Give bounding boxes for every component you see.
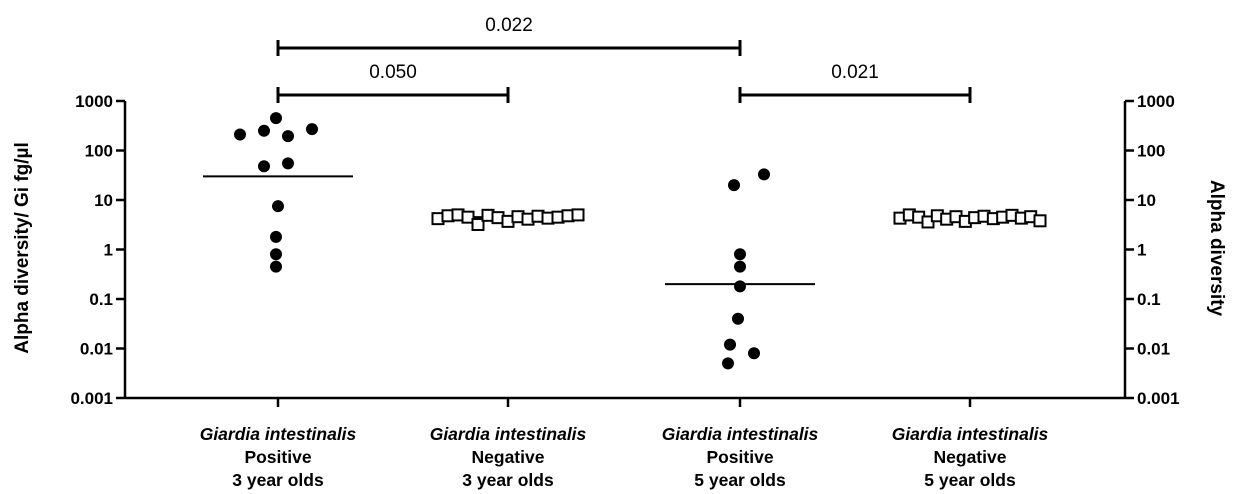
left-y-tick-label: 100 xyxy=(85,142,113,161)
category-label-line1: Giardia intestinalis xyxy=(892,424,1049,444)
right-y-tick-label: 0.001 xyxy=(1137,389,1180,408)
data-point-filled xyxy=(270,248,282,261)
left-y-tick-label: 1000 xyxy=(75,92,113,111)
category-label-line2: Negative xyxy=(934,447,1007,467)
category-label-line2: Positive xyxy=(244,447,311,467)
data-point-open-square xyxy=(471,217,485,231)
data-point-filled xyxy=(270,230,282,243)
right-y-axis-title: Alpha diversity xyxy=(1206,180,1227,317)
category-label-line3: 5 year olds xyxy=(694,470,786,490)
data-point-filled xyxy=(282,157,294,170)
data-point-open-square xyxy=(1033,214,1047,228)
data-point-filled xyxy=(270,260,282,273)
p-value-label: 0.050 xyxy=(369,62,417,83)
data-point-filled xyxy=(732,312,744,325)
data-point-filled xyxy=(734,248,746,261)
data-point-filled xyxy=(728,179,740,192)
right-y-tick-label: 1000 xyxy=(1137,92,1175,111)
left-y-tick-label: 0.001 xyxy=(70,389,113,408)
data-point-filled xyxy=(748,347,760,360)
category-label-line1: Giardia intestinalis xyxy=(662,424,819,444)
right-y-tick-label: 0.1 xyxy=(1137,290,1161,309)
category-labels: Giardia intestinalis Positive 3 year olds G… xyxy=(200,424,1049,490)
category-label-line3: 3 year olds xyxy=(232,470,324,490)
data-point-open-square xyxy=(571,208,585,222)
data-point-filled xyxy=(272,200,284,213)
category-label-line1: Giardia intestinalis xyxy=(200,424,357,444)
data-point-filled xyxy=(734,280,746,293)
category-label-line3: 5 year olds xyxy=(924,470,1016,490)
data-point-open-square xyxy=(461,210,475,224)
left-y-tick-label: 0.1 xyxy=(89,290,113,309)
left-y-tick-label: 10 xyxy=(94,191,113,210)
p-value-label: 0.021 xyxy=(831,62,879,83)
data-point-filled xyxy=(258,160,270,173)
data-point-filled xyxy=(734,260,746,273)
category-label-line2: Positive xyxy=(706,447,773,467)
data-point-filled xyxy=(270,112,282,125)
left-y-tick-label: 1 xyxy=(104,241,113,260)
data-point-filled xyxy=(724,338,736,351)
data-point-filled xyxy=(722,357,734,370)
right-y-tick-label: 0.01 xyxy=(1137,340,1170,359)
data-point-filled xyxy=(282,130,294,143)
right-y-tick-label: 10 xyxy=(1137,191,1156,210)
p-value-label: 0.022 xyxy=(485,15,533,36)
data-point-filled xyxy=(306,123,318,136)
category-label-line2: Negative xyxy=(472,447,545,467)
left-y-axis-title: Alpha diversity/ Gi fg/µl xyxy=(12,142,33,354)
left-y-tick-label: 0.01 xyxy=(80,340,113,359)
data-point-filled xyxy=(258,124,270,137)
right-y-tick-label: 1 xyxy=(1137,241,1146,260)
data-point-filled xyxy=(234,128,246,141)
right-y-tick-label: 100 xyxy=(1137,142,1165,161)
significance-brackets: 0.022 0.050 0.021 xyxy=(276,15,972,103)
axes-group: 1000 1000 100 100 10 10 1 1 0.1 0.1 0.01 0.01 0.001 0… xyxy=(70,92,1179,408)
data-points xyxy=(203,112,1047,370)
category-label-line1: Giardia intestinalis xyxy=(430,424,587,444)
data-point-filled xyxy=(758,168,770,181)
category-label-line3: 3 year olds xyxy=(462,470,554,490)
